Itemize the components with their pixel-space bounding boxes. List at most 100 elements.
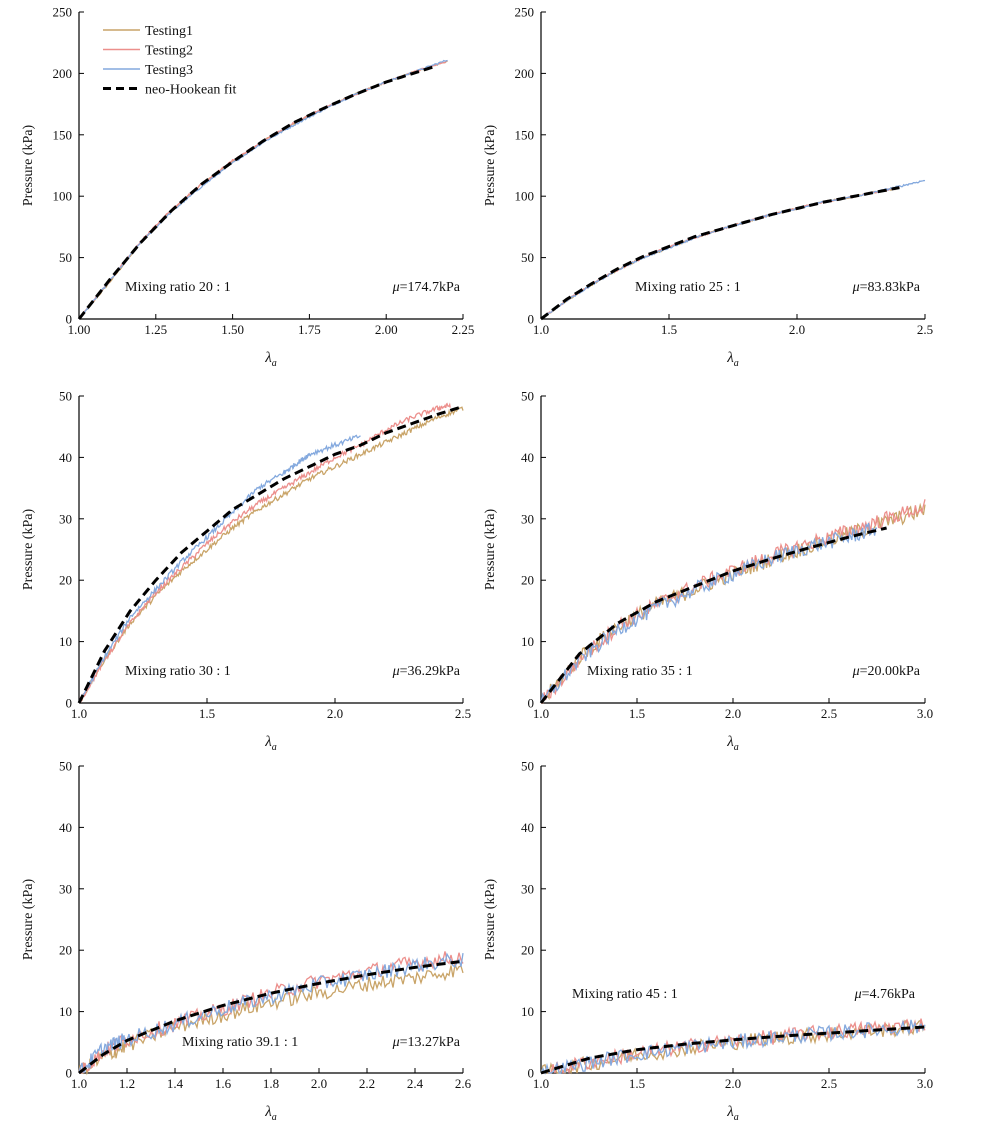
y-tick-label: 50 bbox=[521, 759, 534, 774]
y-tick-label: 20 bbox=[521, 573, 534, 588]
y-tick-label: 10 bbox=[59, 1004, 72, 1019]
y-tick-label: 100 bbox=[53, 189, 73, 204]
y-tick-label: 250 bbox=[53, 5, 73, 20]
chart-panel-2: 1.0 1.5 2.0 2.5 0 50 100 150 200 250 Pressure (kPa… bbox=[483, 5, 933, 370]
x-tick-label: 2.6 bbox=[455, 1076, 472, 1091]
y-tick-label: 20 bbox=[521, 943, 534, 958]
x-tick-label: 2.00 bbox=[375, 322, 398, 337]
x-tick-label: 1.8 bbox=[263, 1076, 279, 1091]
x-tick-label: 2.0 bbox=[725, 1076, 741, 1091]
mu-symbol: μ bbox=[852, 280, 860, 295]
y-tick-label: 0 bbox=[66, 1066, 73, 1081]
series-line-testing2 bbox=[78, 951, 464, 1074]
y-tick-label: 200 bbox=[53, 66, 73, 81]
mu-value: =13.27kPa bbox=[400, 1035, 461, 1050]
y-axis-label: Pressure (kPa) bbox=[21, 509, 36, 591]
mu-value: =83.83kPa bbox=[860, 280, 921, 295]
series-line-neo-hookean-fit bbox=[539, 526, 887, 704]
x-axis-label-sub: a bbox=[272, 358, 277, 369]
x-tick-label: 1.25 bbox=[144, 322, 167, 337]
y-tick-label: 10 bbox=[521, 1004, 534, 1019]
y-tick-label: 10 bbox=[521, 634, 534, 649]
y-tick-label: 0 bbox=[66, 312, 73, 327]
series-line-neo-hookean-fit bbox=[77, 65, 433, 320]
legend-label: neo-Hookean fit bbox=[145, 83, 236, 98]
mixing-ratio-annotation: Mixing ratio 45 : 1 bbox=[572, 987, 678, 1002]
y-tick-label: 100 bbox=[515, 189, 535, 204]
x-axis-label: λa bbox=[726, 734, 739, 753]
x-axis-label-sub: a bbox=[734, 358, 739, 369]
y-tick-label: 0 bbox=[528, 696, 535, 711]
legend: Testing1 Testing2 Testing3 neo-Hookean fit bbox=[103, 24, 236, 98]
x-axis-label-sub: a bbox=[272, 1112, 277, 1123]
x-tick-label: 1.0 bbox=[533, 1076, 549, 1091]
legend-label: Testing1 bbox=[145, 24, 193, 39]
x-tick-label: 1.5 bbox=[661, 322, 677, 337]
shear-modulus-annotation: μ=36.29kPa bbox=[392, 664, 461, 679]
x-tick-label: 3.0 bbox=[917, 1076, 933, 1091]
x-tick-label: 2.5 bbox=[455, 706, 471, 721]
series-line-testing1 bbox=[78, 406, 464, 704]
x-tick-label: 2.5 bbox=[917, 322, 933, 337]
chart-panel-5: 1.0 1.2 1.4 1.6 1.8 2.0 2.2 2.4 2.6 0 10 20 30 40 50 Pr… bbox=[21, 759, 472, 1124]
y-tick-label: 30 bbox=[59, 881, 72, 896]
y-tick-label: 40 bbox=[521, 820, 534, 835]
y-tick-label: 50 bbox=[521, 250, 534, 265]
x-tick-label: 2.25 bbox=[452, 322, 475, 337]
series-line-testing2 bbox=[541, 499, 926, 704]
x-tick-label: 2.0 bbox=[725, 706, 741, 721]
series-line-testing1 bbox=[78, 961, 464, 1076]
y-tick-label: 30 bbox=[521, 511, 534, 526]
chart-panel-6: 1.0 1.5 2.0 2.5 3.0 0 10 20 30 40 50 Pressure (kPa)… bbox=[483, 759, 933, 1124]
x-axis-label-sub: a bbox=[734, 742, 739, 753]
x-tick-label: 2.0 bbox=[327, 706, 343, 721]
series-line-neo-hookean-fit bbox=[540, 1025, 926, 1075]
mu-symbol: μ bbox=[854, 987, 862, 1002]
y-tick-label: 0 bbox=[66, 696, 73, 711]
series-line-testing3 bbox=[78, 952, 464, 1074]
series-line-testing3 bbox=[540, 522, 878, 704]
chart-panel-1: 1.00 1.25 1.50 1.75 2.00 2.25 0 50 100 150 200 250 P… bbox=[21, 5, 474, 370]
x-axis-label-main: λ bbox=[264, 1104, 272, 1120]
y-tick-label: 30 bbox=[59, 511, 72, 526]
x-axis-label-sub: a bbox=[734, 1112, 739, 1123]
x-axis-label: λa bbox=[726, 1104, 739, 1123]
x-axis-label-main: λ bbox=[264, 734, 272, 750]
legend-label: Testing3 bbox=[145, 63, 193, 78]
series-line-testing3 bbox=[540, 179, 926, 320]
y-tick-label: 0 bbox=[528, 1066, 535, 1081]
y-tick-label: 0 bbox=[528, 312, 535, 327]
y-tick-label: 50 bbox=[521, 389, 534, 404]
x-axis-label-sub: a bbox=[272, 742, 277, 753]
mixing-ratio-annotation: Mixing ratio 30 : 1 bbox=[125, 664, 231, 679]
y-tick-label: 50 bbox=[59, 250, 72, 265]
legend-item: Testing1 bbox=[103, 24, 193, 39]
shear-modulus-annotation: μ=83.83kPa bbox=[852, 280, 921, 295]
x-tick-label: 3.0 bbox=[917, 706, 933, 721]
y-tick-label: 40 bbox=[521, 450, 534, 465]
x-tick-label: 2.4 bbox=[407, 1076, 424, 1091]
y-axis-label: Pressure (kPa) bbox=[483, 125, 498, 207]
series-line-neo-hookean-fit bbox=[540, 186, 900, 321]
y-axis-label: Pressure (kPa) bbox=[483, 879, 498, 961]
x-tick-label: 2.5 bbox=[821, 706, 837, 721]
mixing-ratio-annotation: Mixing ratio 20 : 1 bbox=[125, 280, 231, 295]
legend-item: Testing3 bbox=[103, 63, 193, 78]
y-axis-label: Pressure (kPa) bbox=[21, 125, 36, 207]
y-tick-label: 40 bbox=[59, 820, 72, 835]
shear-modulus-annotation: μ=13.27kPa bbox=[392, 1035, 461, 1050]
x-axis-label: λa bbox=[264, 350, 277, 369]
shear-modulus-annotation: μ=174.7kPa bbox=[392, 280, 461, 295]
y-tick-label: 200 bbox=[515, 66, 535, 81]
x-tick-label: 1.0 bbox=[71, 706, 87, 721]
x-axis-label-main: λ bbox=[726, 1104, 734, 1120]
x-tick-label: 1.75 bbox=[298, 322, 321, 337]
x-tick-label: 1.5 bbox=[629, 706, 645, 721]
series-line-testing1 bbox=[541, 186, 900, 320]
x-tick-label: 1.00 bbox=[68, 322, 91, 337]
y-axis-label: Pressure (kPa) bbox=[21, 879, 36, 961]
y-tick-label: 250 bbox=[515, 5, 535, 20]
x-axis-label: λa bbox=[726, 350, 739, 369]
x-axis-label: λa bbox=[264, 1104, 277, 1123]
